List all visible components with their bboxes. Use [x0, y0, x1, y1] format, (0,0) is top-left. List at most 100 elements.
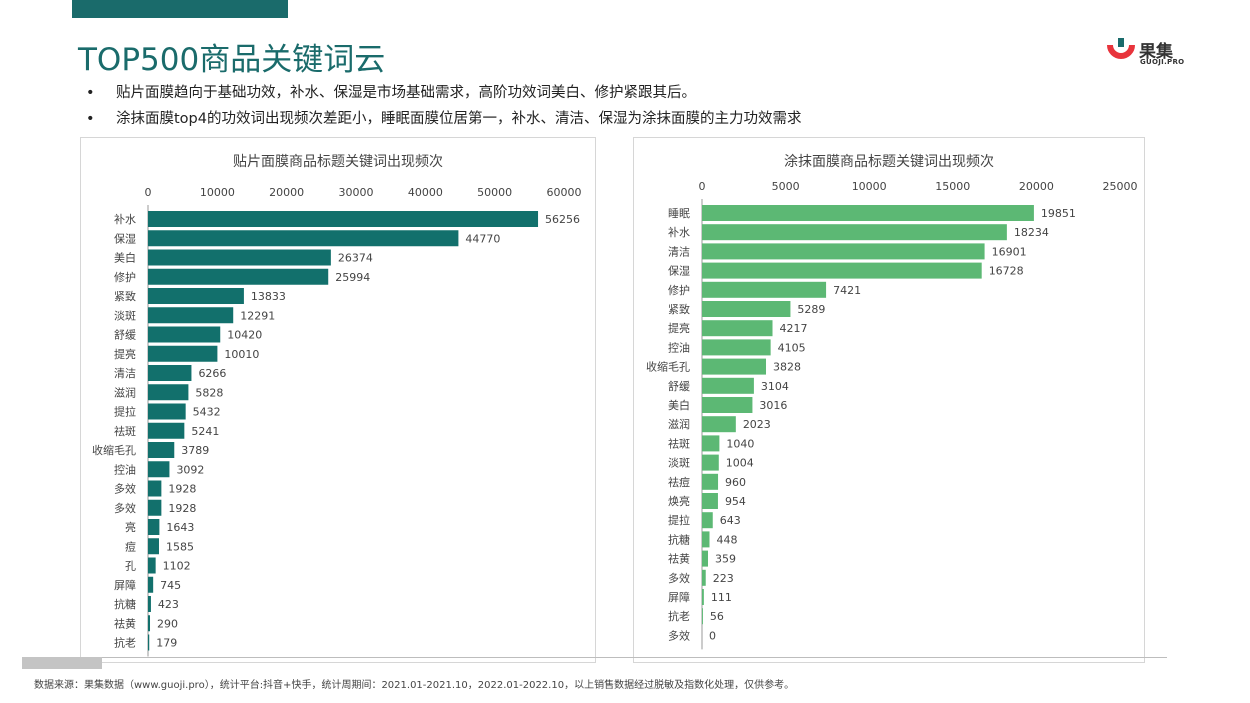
x-tick-label: 5000 — [772, 180, 800, 193]
data-label: 10420 — [227, 329, 262, 342]
bar — [702, 262, 982, 279]
category-label: 保湿 — [668, 264, 690, 278]
category-label: 紧致 — [114, 289, 136, 303]
footer-divider — [22, 657, 1167, 658]
data-label: 19851 — [1041, 207, 1076, 220]
x-tick-label: 60000 — [547, 186, 582, 199]
bar — [148, 249, 331, 266]
bar — [148, 615, 151, 632]
data-label: 56256 — [545, 213, 580, 226]
category-label: 祛斑 — [114, 424, 136, 438]
data-label: 2023 — [743, 418, 771, 431]
data-label: 1643 — [166, 521, 194, 534]
category-label: 屏障 — [114, 578, 136, 592]
category-label: 滋润 — [114, 385, 136, 399]
data-label: 18234 — [1014, 226, 1049, 239]
data-label: 4217 — [780, 322, 808, 335]
data-label: 1004 — [726, 457, 754, 470]
category-label: 滋润 — [668, 417, 690, 431]
data-label: 5241 — [191, 425, 219, 438]
category-label: 亮 — [125, 520, 136, 534]
bar — [702, 493, 718, 509]
bar — [702, 512, 713, 529]
category-label: 抗糖 — [114, 597, 136, 611]
bar — [702, 358, 767, 375]
category-label: 睡眠 — [668, 207, 690, 220]
data-label: 5289 — [797, 303, 825, 316]
x-tick-label: 0 — [145, 186, 152, 199]
category-label: 舒缓 — [114, 328, 136, 342]
category-label: 控油 — [668, 340, 690, 354]
category-label: 淡斑 — [668, 457, 690, 470]
brand-logo: 果集 GUOJI.PRO — [1106, 36, 1196, 70]
bar — [148, 576, 154, 593]
smear-mask-chart-panel: 涂抹面膜商品标题关键词出现频次 0 5000 10000 15000 20000 2500… — [633, 137, 1145, 663]
bullet-text: 贴片面膜趋向于基础功效，补水、保湿是市场基础需求，高阶功效词美白、修护紧跟其后。 — [116, 85, 696, 101]
data-label: 3104 — [761, 380, 789, 393]
data-label: 290 — [157, 617, 178, 630]
bar — [148, 211, 539, 227]
bar — [148, 365, 192, 381]
category-label: 补水 — [668, 226, 690, 239]
data-label: 423 — [158, 598, 179, 611]
bar — [702, 608, 703, 625]
category-label: 多效 — [114, 482, 136, 496]
category-label: 补水 — [114, 213, 136, 226]
x-tick-label: 0 — [699, 180, 706, 193]
data-label: 3016 — [759, 399, 787, 412]
category-label: 修护 — [668, 283, 690, 297]
bar — [148, 422, 185, 439]
data-label: 1585 — [166, 540, 194, 553]
data-label: 3092 — [176, 463, 204, 476]
data-label: 179 — [156, 637, 177, 650]
sheet-mask-chart-panel: 贴片面膜商品标题关键词出现频次 0 10000 20000 30000 40000 500… — [80, 137, 596, 663]
bar — [702, 224, 1007, 241]
category-label: 祛斑 — [668, 436, 690, 450]
category-label: 孔 — [125, 560, 136, 573]
category-label: 美白 — [114, 251, 136, 265]
category-label: 抗老 — [668, 609, 690, 623]
sheet-mask-bar-chart: 0 10000 20000 30000 40000 50000 60000 补水 56256 保湿… — [92, 186, 582, 657]
bar — [702, 243, 985, 260]
bar — [148, 442, 175, 458]
category-label: 紧致 — [668, 302, 690, 316]
data-label: 3789 — [181, 444, 209, 457]
category-label: 多效 — [668, 628, 690, 642]
data-label: 960 — [725, 476, 746, 489]
logo-icon — [1107, 38, 1135, 59]
x-tick-label: 10000 — [852, 180, 887, 193]
data-label: 10010 — [224, 348, 259, 361]
bar — [148, 519, 160, 535]
bar — [148, 288, 244, 304]
data-label: 5828 — [195, 386, 223, 399]
footer-accent — [22, 657, 102, 669]
category-label: 提拉 — [668, 513, 690, 527]
bar — [148, 461, 170, 478]
data-label: 1102 — [163, 560, 191, 573]
category-label: 多效 — [114, 501, 136, 515]
category-label: 保湿 — [114, 231, 136, 245]
header-accent-bar — [72, 0, 288, 18]
data-label: 44770 — [465, 232, 500, 245]
data-label: 16901 — [992, 245, 1027, 258]
category-label: 收缩毛孔 — [646, 360, 690, 374]
x-tick-label: 15000 — [935, 180, 970, 193]
x-tick-label: 20000 — [269, 186, 304, 199]
x-tick-label: 10000 — [200, 186, 235, 199]
data-label: 1040 — [726, 437, 754, 450]
category-label: 抗糖 — [668, 532, 690, 546]
page-title: TOP500商品关键词云 — [78, 42, 386, 78]
data-label: 7421 — [833, 284, 861, 297]
bar — [148, 557, 156, 574]
bar — [702, 473, 719, 490]
bar — [148, 499, 162, 516]
logo-subtext: GUOJI.PRO — [1140, 58, 1185, 66]
bar — [702, 377, 754, 394]
bar — [148, 538, 159, 555]
data-label: 111 — [711, 591, 732, 604]
data-label: 12291 — [240, 309, 275, 322]
category-label: 提亮 — [114, 347, 136, 361]
bar — [148, 384, 189, 401]
bar — [148, 403, 186, 420]
x-tick-label: 40000 — [408, 186, 443, 199]
